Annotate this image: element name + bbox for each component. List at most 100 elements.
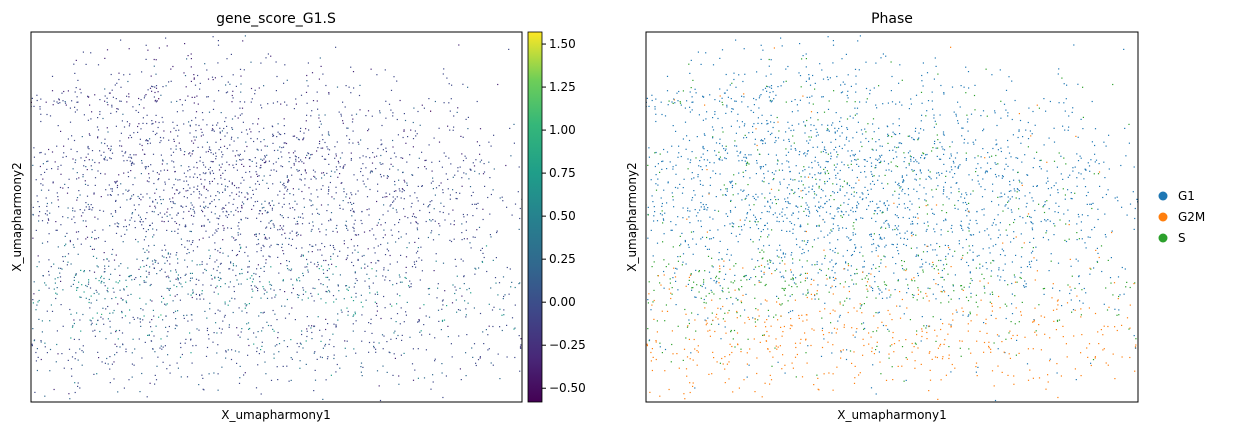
scatter-point bbox=[52, 181, 54, 183]
scatter-point bbox=[421, 270, 423, 272]
scatter-point bbox=[174, 310, 177, 312]
scatter-point bbox=[231, 297, 233, 299]
scatter-point bbox=[227, 255, 229, 257]
scatter-point bbox=[245, 246, 247, 248]
scatter-point bbox=[279, 181, 282, 183]
scatter-point bbox=[29, 344, 30, 345]
scatter-point bbox=[594, 233, 595, 234]
scatter-point bbox=[463, 216, 465, 218]
scatter-point bbox=[958, 243, 960, 245]
scatter-point bbox=[638, 304, 639, 305]
scatter-point bbox=[419, 124, 421, 126]
scatter-point bbox=[330, 374, 332, 376]
scatter-point bbox=[651, 272, 652, 273]
scatter-point bbox=[180, 205, 182, 207]
scatter-point bbox=[187, 95, 189, 97]
scatter-point bbox=[145, 44, 147, 46]
scatter-point bbox=[56, 101, 58, 103]
scatter-point bbox=[368, 351, 370, 353]
scatter-point bbox=[371, 268, 373, 270]
scatter-point bbox=[154, 351, 156, 353]
scatter-point bbox=[261, 107, 263, 109]
scatter-point bbox=[412, 379, 415, 381]
scatter-point bbox=[221, 183, 223, 185]
scatter-point bbox=[268, 202, 270, 204]
scatter-point bbox=[77, 287, 79, 289]
scatter-point bbox=[134, 348, 136, 350]
scatter-point bbox=[321, 223, 323, 225]
scatter-point bbox=[543, 252, 544, 253]
scatter-point bbox=[26, 305, 27, 306]
scatter-point bbox=[373, 345, 375, 347]
scatter-point bbox=[279, 190, 281, 192]
scatter-point bbox=[246, 278, 248, 280]
scatter-point bbox=[36, 348, 38, 350]
scatter-point bbox=[452, 189, 454, 191]
scatter-point bbox=[377, 190, 379, 192]
scatter-point bbox=[404, 276, 406, 279]
scatter-point bbox=[1046, 230, 1048, 232]
scatter-point bbox=[37, 356, 39, 358]
scatter-point bbox=[311, 251, 313, 253]
scatter-point bbox=[852, 232, 854, 234]
scatter-point bbox=[227, 349, 229, 351]
scatter-point bbox=[69, 107, 71, 109]
scatter-point bbox=[848, 198, 850, 200]
scatter-point bbox=[2, 78, 3, 79]
scatter-point bbox=[303, 132, 305, 134]
scatter-point bbox=[94, 184, 96, 186]
scatter-point bbox=[760, 58, 762, 60]
scatter-point bbox=[184, 274, 186, 276]
scatter-point bbox=[88, 281, 90, 283]
scatter-point bbox=[59, 272, 61, 274]
scatter-point bbox=[689, 161, 691, 164]
scatter-point bbox=[355, 278, 357, 280]
scatter-point bbox=[419, 279, 421, 281]
scatter-point bbox=[825, 195, 827, 197]
scatter-point bbox=[80, 215, 83, 217]
scatter-point bbox=[543, 225, 544, 226]
scatter-point bbox=[122, 155, 124, 157]
scatter-point bbox=[161, 216, 163, 218]
scatter-point bbox=[190, 230, 192, 233]
scatter-point bbox=[121, 310, 123, 313]
scatter-point bbox=[293, 135, 296, 137]
scatter-point bbox=[401, 188, 403, 190]
scatter-point bbox=[1055, 182, 1057, 184]
scatter-point bbox=[981, 196, 984, 198]
scatter-point bbox=[59, 186, 62, 189]
scatter-point bbox=[306, 154, 308, 156]
scatter-point bbox=[118, 223, 120, 225]
scatter-point bbox=[318, 228, 320, 230]
scatter-point bbox=[87, 203, 89, 206]
scatter-point bbox=[283, 182, 285, 184]
scatter-point bbox=[310, 205, 312, 207]
scatter-point bbox=[199, 193, 201, 195]
scatter-point bbox=[1025, 206, 1027, 208]
scatter-point bbox=[905, 365, 906, 366]
scatter-point bbox=[36, 99, 38, 102]
scatter-point bbox=[152, 86, 154, 88]
scatter-point bbox=[405, 256, 408, 258]
scatter-point bbox=[73, 279, 75, 281]
scatter-point bbox=[766, 120, 768, 122]
scatter-point bbox=[431, 170, 433, 172]
scatter-point bbox=[153, 96, 155, 98]
scatter-point bbox=[255, 235, 257, 237]
scatter-point bbox=[253, 272, 255, 275]
scatter-point bbox=[241, 328, 243, 330]
scatter-point bbox=[21, 367, 22, 368]
scatter-point bbox=[465, 118, 467, 120]
scatter-point bbox=[326, 286, 328, 288]
scatter-point bbox=[809, 173, 811, 175]
scatter-point bbox=[193, 136, 195, 138]
scatter-point bbox=[408, 242, 410, 244]
scatter-point bbox=[902, 181, 904, 183]
scatter-point bbox=[373, 156, 376, 158]
scatter-point bbox=[594, 308, 595, 309]
scatter-point bbox=[317, 316, 319, 318]
scatter-point bbox=[1015, 197, 1017, 199]
scatter-point bbox=[1003, 103, 1006, 105]
scatter-point bbox=[737, 113, 739, 115]
scatter-point bbox=[910, 98, 912, 100]
